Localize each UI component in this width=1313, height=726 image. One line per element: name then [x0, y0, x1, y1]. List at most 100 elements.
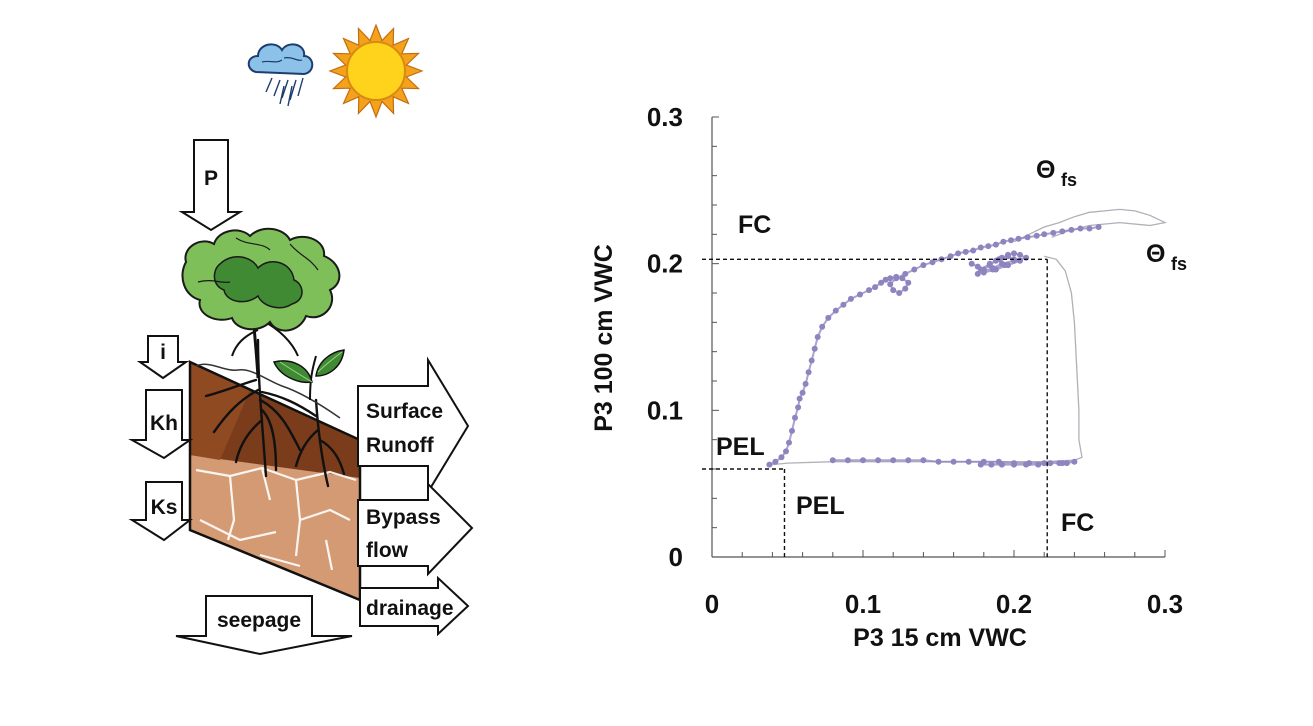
y-tick-label: 0.1 [647, 395, 683, 425]
data-point [792, 414, 798, 421]
data-point [965, 458, 972, 465]
data-point [970, 247, 977, 254]
sun-icon [328, 23, 424, 119]
rain-cloud-icon [247, 43, 314, 107]
data-point [929, 259, 936, 266]
data-point [799, 389, 806, 396]
y-tick-label: 0.2 [647, 249, 683, 279]
data-point [1000, 238, 1007, 245]
data-point [1033, 232, 1040, 239]
data-point [766, 461, 773, 468]
y-tick-label: 0.3 [647, 102, 683, 132]
surface-runoff-arrow: Surface Runoff [357, 356, 470, 496]
chart-points [766, 224, 1102, 468]
theta-symbol-lower: Θ [1146, 240, 1165, 268]
data-point [985, 243, 992, 250]
vwc-scatter-chart: 0 0.1 0.2 0.3 0 0.1 0.2 0.3 P3 15 cm VWC P3 100… [590, 102, 1187, 652]
y-tick-label: 0 [669, 542, 683, 572]
data-point [1035, 461, 1042, 468]
data-point [783, 448, 789, 455]
data-point [857, 291, 863, 298]
data-point [1047, 460, 1054, 467]
data-point [1011, 250, 1017, 257]
data-point [962, 248, 969, 255]
data-point [947, 253, 954, 260]
surface-runoff-label-line2: Runoff [366, 434, 435, 457]
data-point [1005, 253, 1011, 260]
data-point [1063, 460, 1070, 467]
data-point [998, 461, 1005, 468]
data-point [808, 357, 815, 364]
data-point [890, 457, 897, 464]
fc-x-label: FC [1061, 509, 1094, 537]
drainage-arrow: drainage [359, 575, 470, 637]
data-point [814, 334, 821, 340]
x-tick-label: 0.3 [1147, 589, 1183, 619]
data-point [1011, 461, 1017, 468]
data-point [802, 380, 809, 387]
data-point [911, 266, 918, 273]
data-point [789, 427, 795, 434]
infiltration-arrow: i [136, 335, 190, 380]
data-point [977, 244, 984, 251]
data-point [1059, 228, 1066, 235]
soil-water-diagram: P [128, 23, 474, 656]
precipitation-label: P [204, 167, 218, 190]
saturated-conductivity-arrow: Ks [128, 481, 193, 542]
theta-fs-label-lower: Θ fs [1146, 240, 1187, 274]
data-point [902, 285, 909, 292]
data-point [795, 404, 802, 411]
data-point [950, 458, 957, 465]
data-point [786, 439, 792, 446]
bypass-flow-label-line1: Bypass [366, 506, 441, 529]
data-point [819, 323, 826, 330]
data-point [832, 307, 839, 314]
theta-fs-label-upper: Θ fs [1036, 156, 1077, 190]
saturated-conductivity-label: Ks [151, 496, 178, 519]
data-point [1077, 225, 1084, 232]
data-point [1017, 251, 1023, 258]
data-point [805, 369, 812, 376]
data-point [796, 395, 803, 402]
data-point [893, 275, 900, 282]
data-point [825, 314, 832, 321]
bypass-flow-label-line2: flow [366, 539, 409, 562]
x-axis-title: P3 15 cm VWC [853, 624, 1027, 652]
data-point [896, 290, 903, 296]
data-point [829, 457, 836, 464]
x-tick-label: 0 [705, 589, 719, 619]
data-point [1041, 460, 1048, 467]
data-point [875, 457, 882, 464]
data-point [772, 458, 779, 465]
data-point [844, 457, 851, 464]
data-point [1059, 460, 1066, 467]
drainage-label: drainage [366, 597, 454, 620]
data-point [1024, 234, 1031, 241]
data-point [847, 295, 854, 302]
theta-subscript-lower: fs [1171, 254, 1187, 274]
data-point [1023, 461, 1030, 468]
data-point [905, 279, 912, 286]
chart-trace-lines [772, 208, 1168, 466]
theta-subscript-upper: fs [1061, 170, 1077, 190]
data-point [935, 458, 942, 465]
data-point [968, 260, 975, 267]
chart-tick-labels: 0 0.1 0.2 0.3 0 0.1 0.2 0.3 [647, 102, 1183, 619]
data-point [866, 287, 872, 294]
data-point [887, 275, 894, 282]
data-point [899, 275, 906, 282]
data-point [778, 454, 785, 461]
data-point [974, 270, 981, 277]
soil-profile [188, 338, 362, 602]
data-point [986, 260, 993, 267]
seepage-arrow: seepage [175, 595, 353, 656]
chart-axes [711, 116, 1166, 558]
data-point [920, 262, 927, 269]
data-point [1068, 226, 1075, 233]
data-point [1041, 231, 1048, 238]
data-point [887, 281, 894, 288]
data-point [840, 301, 847, 308]
data-point [905, 457, 912, 464]
data-point [1071, 458, 1078, 465]
